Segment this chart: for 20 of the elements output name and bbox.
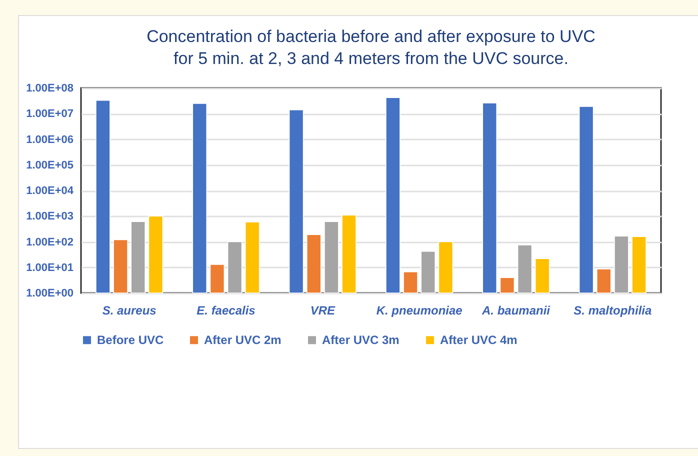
y-tick-label: 1.00E+02 (26, 236, 74, 248)
legend-label: After UVC 2m (204, 333, 282, 348)
y-tick-label: 1.00E+00 (26, 288, 74, 300)
x-tick-label: S. aureus (102, 304, 157, 318)
legend-label: After UVC 3m (322, 333, 400, 348)
chart-title: Concentration of bacteria before and after exposure to UVC for 5 min. at 2, 3 and 4 meters from the UVC source. (146, 27, 596, 68)
y-tick-label: 1.00E+04 (26, 185, 74, 197)
legend-label: After UVC 4m (440, 333, 518, 348)
x-tick-label: E. faecalis (196, 304, 256, 318)
x-tick-label: A. baumanii (480, 304, 551, 318)
y-tick-label: 1.00E+08 (26, 82, 74, 94)
y-tick-label: 1.00E+01 (26, 262, 74, 274)
y-tick-label: 1.00E+03 (26, 210, 74, 223)
y-tick-label: 1.00E+05 (26, 159, 74, 172)
legend-label: Before UVC (97, 333, 164, 348)
x-tick-label: VRE (310, 304, 336, 318)
y-tick-label: 1.00E+07 (26, 108, 74, 120)
x-tick-label: S. maltophilia (574, 304, 652, 318)
y-tick-label: 1.00E+06 (26, 134, 74, 146)
x-tick-label: K. pneumoniae (376, 304, 463, 318)
